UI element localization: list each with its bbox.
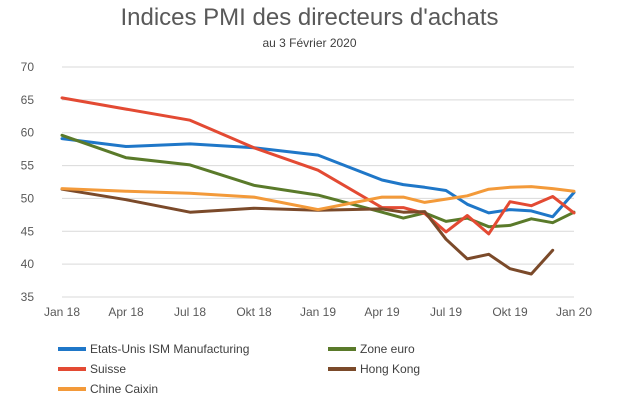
y-tick-label: 55: [21, 159, 35, 173]
x-tick-label: Jul 19: [430, 305, 462, 319]
x-tick-label: Jan 20: [556, 305, 592, 319]
legend-item-hong-kong: Hong Kong: [328, 362, 420, 376]
x-tick-label: Okt 19: [492, 305, 528, 319]
chart-title: Indices PMI des directeurs d'achats: [120, 4, 499, 31]
legend-swatch-zone-euro: [328, 347, 356, 351]
legend-swatch-etats-unis: [58, 347, 86, 351]
x-tick-label: Jan 18: [44, 305, 80, 319]
x-tick-label: Jan 19: [300, 305, 336, 319]
legend-swatch-hong-kong: [328, 367, 356, 371]
chart-legend: Etats-Unis ISM Manufacturing Zone euro S…: [0, 338, 619, 414]
legend-label-suisse: Suisse: [90, 362, 127, 376]
legend-item-zone-euro: Zone euro: [328, 342, 415, 356]
series-line-etats-unis-ism-manufacturing: [60, 137, 576, 219]
series-line-hong-kong: [60, 187, 555, 276]
y-tick-label: 65: [21, 93, 35, 107]
chart-subtitle: au 3 Février 2020: [262, 36, 357, 50]
legend-label-etats-unis: Etats-Unis ISM Manufacturing: [90, 342, 250, 356]
legend-label-hong-kong: Hong Kong: [360, 362, 421, 376]
legend-label-zone-euro: Zone euro: [360, 342, 415, 356]
legend-item-etats-unis: Etats-Unis ISM Manufacturing: [58, 342, 249, 356]
y-tick-label: 50: [21, 191, 35, 205]
x-tick-label: Okt 18: [236, 305, 272, 319]
legend-item-chine-caixin: Chine Caixin: [58, 382, 158, 396]
legend-swatch-chine-caixin: [58, 387, 86, 391]
y-tick-label: 45: [21, 224, 35, 238]
x-tick-label: Apr 19: [364, 305, 400, 319]
legend-swatch-suisse: [58, 367, 86, 371]
line-chart: 35 40 45 50 55 60 65 70 Jan 18 Apr 18 Jul 18 Okt 18…: [21, 60, 593, 319]
series-line-chine-caixin: [60, 185, 576, 212]
y-tick-label: 70: [21, 60, 35, 74]
x-tick-label: Apr 18: [108, 305, 144, 319]
y-tick-label: 60: [21, 126, 35, 140]
y-tick-label: 40: [21, 257, 35, 271]
legend-label-chine-caixin: Chine Caixin: [90, 382, 159, 396]
x-tick-label: Jul 18: [174, 305, 206, 319]
y-tick-label: 35: [21, 290, 35, 304]
legend-item-suisse: Suisse: [58, 362, 126, 376]
